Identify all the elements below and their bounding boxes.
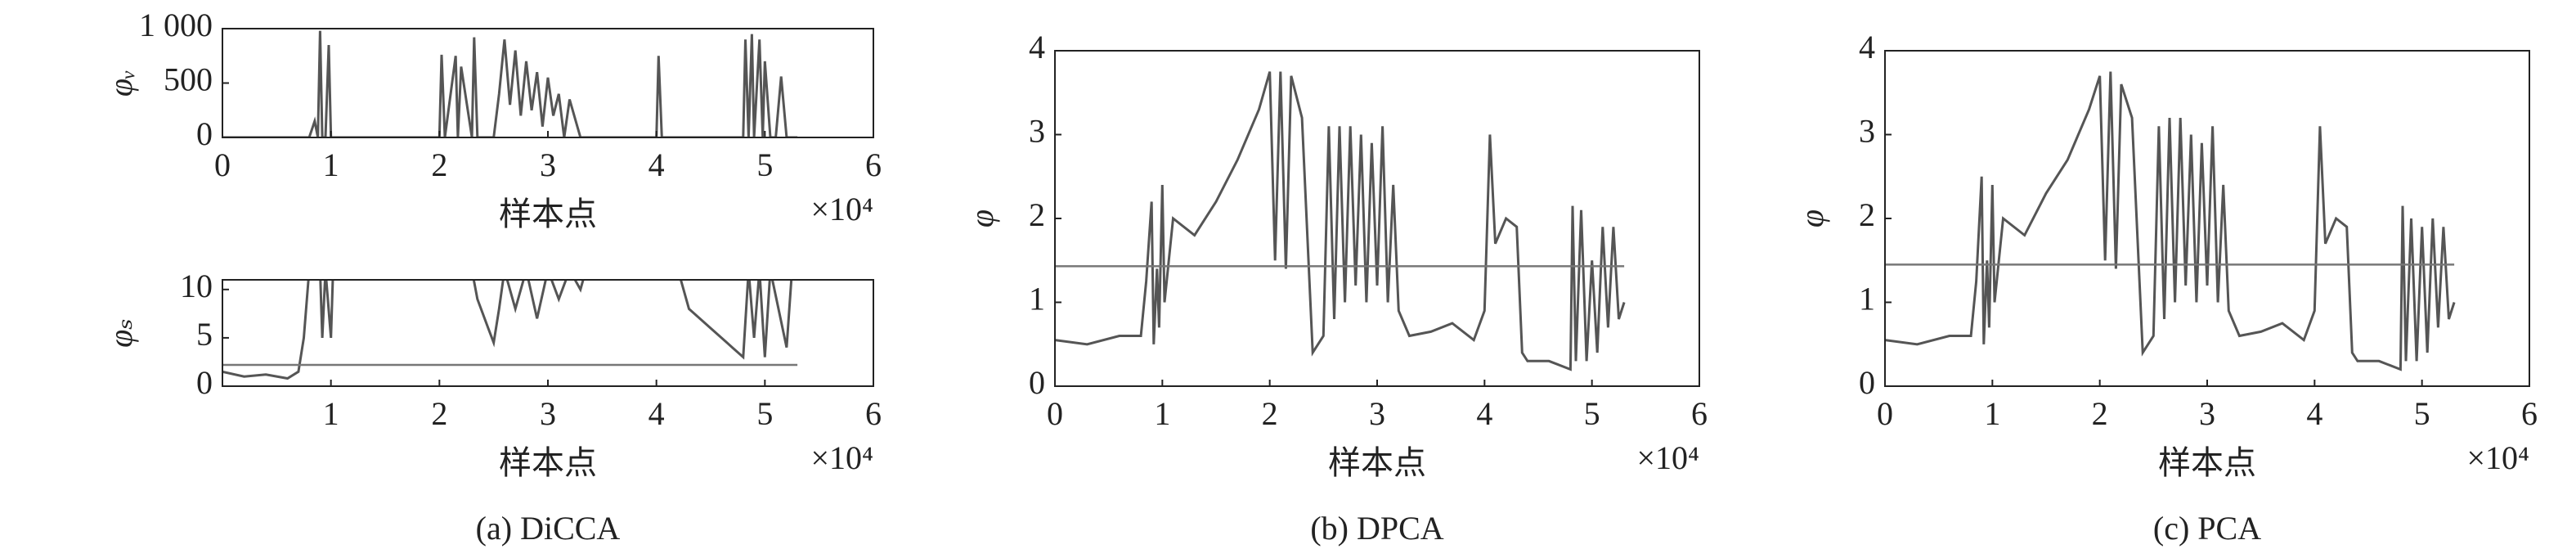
- x-offset-label: ×10⁴: [810, 439, 873, 476]
- x-tick-label: 1: [323, 395, 339, 432]
- y-tick-label: 10: [180, 268, 213, 304]
- y-tick-label: 1: [1859, 281, 1875, 317]
- data-line: [222, 30, 798, 137]
- y-tick-label: 1: [1029, 281, 1045, 317]
- x-axis-label: 样本点: [499, 196, 597, 232]
- x-axis-label: 样本点: [1328, 444, 1426, 481]
- x-tick-label: 6: [865, 146, 882, 183]
- data-line: [1055, 71, 1626, 371]
- x-tick-label: 5: [756, 146, 773, 183]
- y-tick-label: 0: [1859, 364, 1875, 401]
- x-offset-label: ×10⁴: [810, 191, 873, 227]
- y-axis-label: φₛ: [102, 318, 139, 348]
- x-tick-label: 2: [431, 395, 447, 432]
- x-tick-label: 4: [648, 146, 665, 183]
- x-tick-label: 5: [2414, 395, 2430, 432]
- data-line: [222, 280, 793, 380]
- y-tick-label: 5: [196, 316, 213, 353]
- x-axis-label: 样本点: [499, 444, 597, 481]
- x-tick-label: 6: [865, 395, 882, 432]
- x-tick-label: 3: [2199, 395, 2215, 432]
- x-tick-label: 0: [1877, 395, 1893, 432]
- x-tick-label: 1: [1154, 395, 1170, 432]
- y-tick-label: 2: [1859, 196, 1875, 233]
- y-tick-label: 4: [1029, 29, 1045, 65]
- y-axis-label: φ: [1793, 209, 1830, 227]
- y-axis-label: φᵥ: [102, 70, 139, 97]
- y-tick-label: 4: [1859, 29, 1875, 65]
- x-tick-label: 1: [1984, 395, 2000, 432]
- x-tick-label: 4: [2306, 395, 2322, 432]
- x-tick-label: 6: [2521, 395, 2538, 432]
- x-tick-label: 2: [431, 146, 447, 183]
- x-tick-label: 0: [1047, 395, 1063, 432]
- y-tick-label: 1 000: [139, 7, 213, 43]
- subplot: 0 1 2 3 4 5 6 0 1 2 3 4 φ 样本点 ×10⁴ (c) PCA: [1793, 29, 2538, 547]
- x-tick-label: 3: [540, 146, 556, 183]
- x-tick-label: 1: [323, 146, 339, 183]
- x-tick-label: 6: [1691, 395, 1708, 432]
- y-tick-label: 2: [1029, 196, 1045, 233]
- x-offset-label: ×10⁴: [1636, 439, 1699, 476]
- x-axis-label: 样本点: [2158, 444, 2256, 481]
- x-tick-label: 3: [1369, 395, 1385, 432]
- x-tick-label: 2: [2092, 395, 2108, 432]
- x-tick-label: 5: [1584, 395, 1600, 432]
- data-line: [1885, 71, 2456, 371]
- subplot: 0 1 2 3 4 5 6 0 1 2 3 4 φ 样本点 ×10⁴ (b) DPCA: [963, 29, 1708, 547]
- x-tick-label: 0: [214, 146, 231, 183]
- x-tick-label: 4: [648, 395, 665, 432]
- subplot: 1 2 3 4 5 6 0 5 10 φₛ 样本点 ×10⁴ (a) DiCCA: [102, 268, 882, 547]
- x-tick-label: 4: [1476, 395, 1492, 432]
- x-offset-label: ×10⁴: [2466, 439, 2529, 476]
- caption: (a) DiCCA: [476, 510, 621, 547]
- x-tick-label: 2: [1262, 395, 1278, 432]
- y-tick-label: 500: [164, 61, 213, 98]
- caption: (c) PCA: [2153, 510, 2261, 547]
- y-tick-label: 3: [1859, 113, 1875, 150]
- y-tick-label: 3: [1029, 113, 1045, 150]
- caption: (b) DPCA: [1310, 510, 1443, 547]
- x-tick-label: 5: [756, 395, 773, 432]
- x-tick-label: 3: [540, 395, 556, 432]
- y-tick-label: 0: [1029, 364, 1045, 401]
- y-tick-label: 0: [196, 364, 213, 401]
- y-axis-label: φ: [963, 209, 1000, 227]
- y-tick-label: 0: [196, 115, 213, 152]
